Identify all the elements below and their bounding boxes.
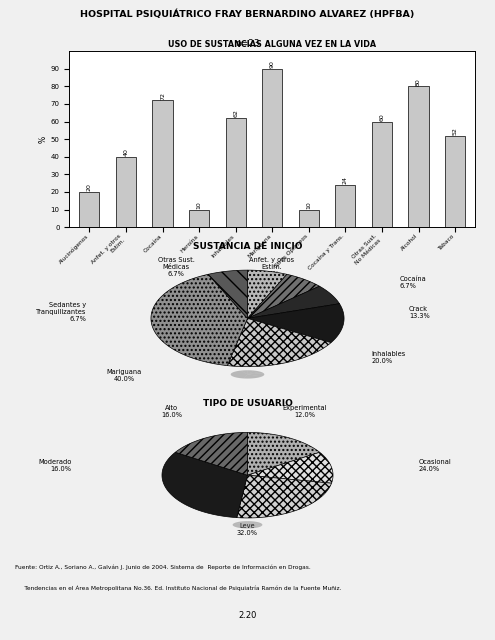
Polygon shape	[248, 372, 263, 374]
Polygon shape	[248, 371, 254, 374]
Polygon shape	[246, 525, 262, 529]
Text: 62: 62	[233, 109, 238, 117]
Text: 2.20: 2.20	[238, 611, 257, 620]
Y-axis label: %: %	[39, 136, 48, 143]
Text: Cocaína
6.7%: Cocaína 6.7%	[399, 276, 426, 289]
Polygon shape	[248, 304, 344, 342]
Polygon shape	[248, 371, 260, 374]
Bar	[445, 136, 465, 227]
Text: 40: 40	[123, 148, 129, 156]
Text: 20: 20	[87, 183, 92, 191]
Polygon shape	[248, 452, 333, 483]
Bar	[299, 209, 319, 227]
Text: Crack
13.3%: Crack 13.3%	[409, 306, 430, 319]
Text: Sedantes y
Tranquilizantes
6.7%: Sedantes y Tranquilizantes 6.7%	[36, 302, 86, 322]
Text: Leve
32.0%: Leve 32.0%	[237, 523, 258, 536]
Polygon shape	[248, 523, 262, 525]
Bar	[116, 157, 136, 227]
Bar	[226, 118, 246, 227]
Text: Fuente: Ortiz A., Soriano A., Galván J. Junio de 2004. Sistema de  Reporte de In: Fuente: Ortiz A., Soriano A., Galván J. …	[15, 564, 310, 570]
Text: HOSPITAL PSIQUIÁTRICO FRAY BERNARDINO ALVAREZ (HPFBA): HOSPITAL PSIQUIÁTRICO FRAY BERNARDINO AL…	[80, 10, 415, 19]
Polygon shape	[248, 521, 260, 525]
Text: TIPO DE USUARIO: TIPO DE USUARIO	[202, 399, 293, 408]
Bar	[372, 122, 392, 227]
Polygon shape	[151, 275, 248, 365]
Polygon shape	[235, 521, 248, 525]
Polygon shape	[248, 373, 264, 376]
Text: Inhalables
20.0%: Inhalables 20.0%	[371, 351, 405, 364]
Polygon shape	[244, 374, 262, 378]
Bar	[189, 209, 209, 227]
Polygon shape	[248, 275, 319, 319]
Title: USO DE SUSTANCIAS ALGUNA VEZ EN LA VIDA: USO DE SUSTANCIAS ALGUNA VEZ EN LA VIDA	[168, 40, 376, 49]
Text: Ocasional
24.0%: Ocasional 24.0%	[419, 460, 451, 472]
Polygon shape	[162, 452, 248, 518]
Polygon shape	[231, 371, 248, 378]
Polygon shape	[248, 286, 340, 319]
Polygon shape	[237, 475, 332, 518]
Text: 80: 80	[416, 78, 421, 86]
Text: 10: 10	[306, 201, 311, 209]
Polygon shape	[241, 371, 248, 374]
Text: Experimental
12.0%: Experimental 12.0%	[282, 404, 327, 418]
Text: 72: 72	[160, 92, 165, 100]
Polygon shape	[248, 270, 287, 319]
Polygon shape	[175, 433, 248, 475]
Polygon shape	[227, 319, 331, 367]
Text: 90: 90	[270, 60, 275, 68]
Bar	[152, 100, 173, 227]
Bar	[79, 192, 99, 227]
Text: 24: 24	[343, 176, 348, 184]
Text: Moderado
16.0%: Moderado 16.0%	[38, 460, 72, 472]
Text: 10: 10	[197, 201, 201, 209]
Text: n=23: n=23	[235, 39, 260, 48]
Text: SUSTANCIA DE INICIO: SUSTANCIA DE INICIO	[193, 243, 302, 252]
Text: Mariguana
40.0%: Mariguana 40.0%	[106, 369, 142, 382]
Bar	[335, 185, 355, 227]
Polygon shape	[233, 523, 248, 529]
Polygon shape	[248, 433, 320, 475]
Bar	[408, 86, 429, 227]
Text: Anfet. y otros
Estim.
6.7%: Anfet. y otros Estim. 6.7%	[248, 257, 294, 277]
Bar	[262, 68, 282, 227]
Text: Tendencias en el Área Metropolitana No.36. Ed. Instituto Nacional de Psiquiatría: Tendencias en el Área Metropolitana No.3…	[15, 585, 341, 591]
Text: Alto
16.0%: Alto 16.0%	[161, 404, 182, 418]
Text: 52: 52	[452, 127, 457, 135]
Text: 60: 60	[380, 113, 385, 121]
Text: Otras Sust.
Médicas
6.7%: Otras Sust. Médicas 6.7%	[158, 257, 195, 277]
Polygon shape	[208, 270, 248, 319]
